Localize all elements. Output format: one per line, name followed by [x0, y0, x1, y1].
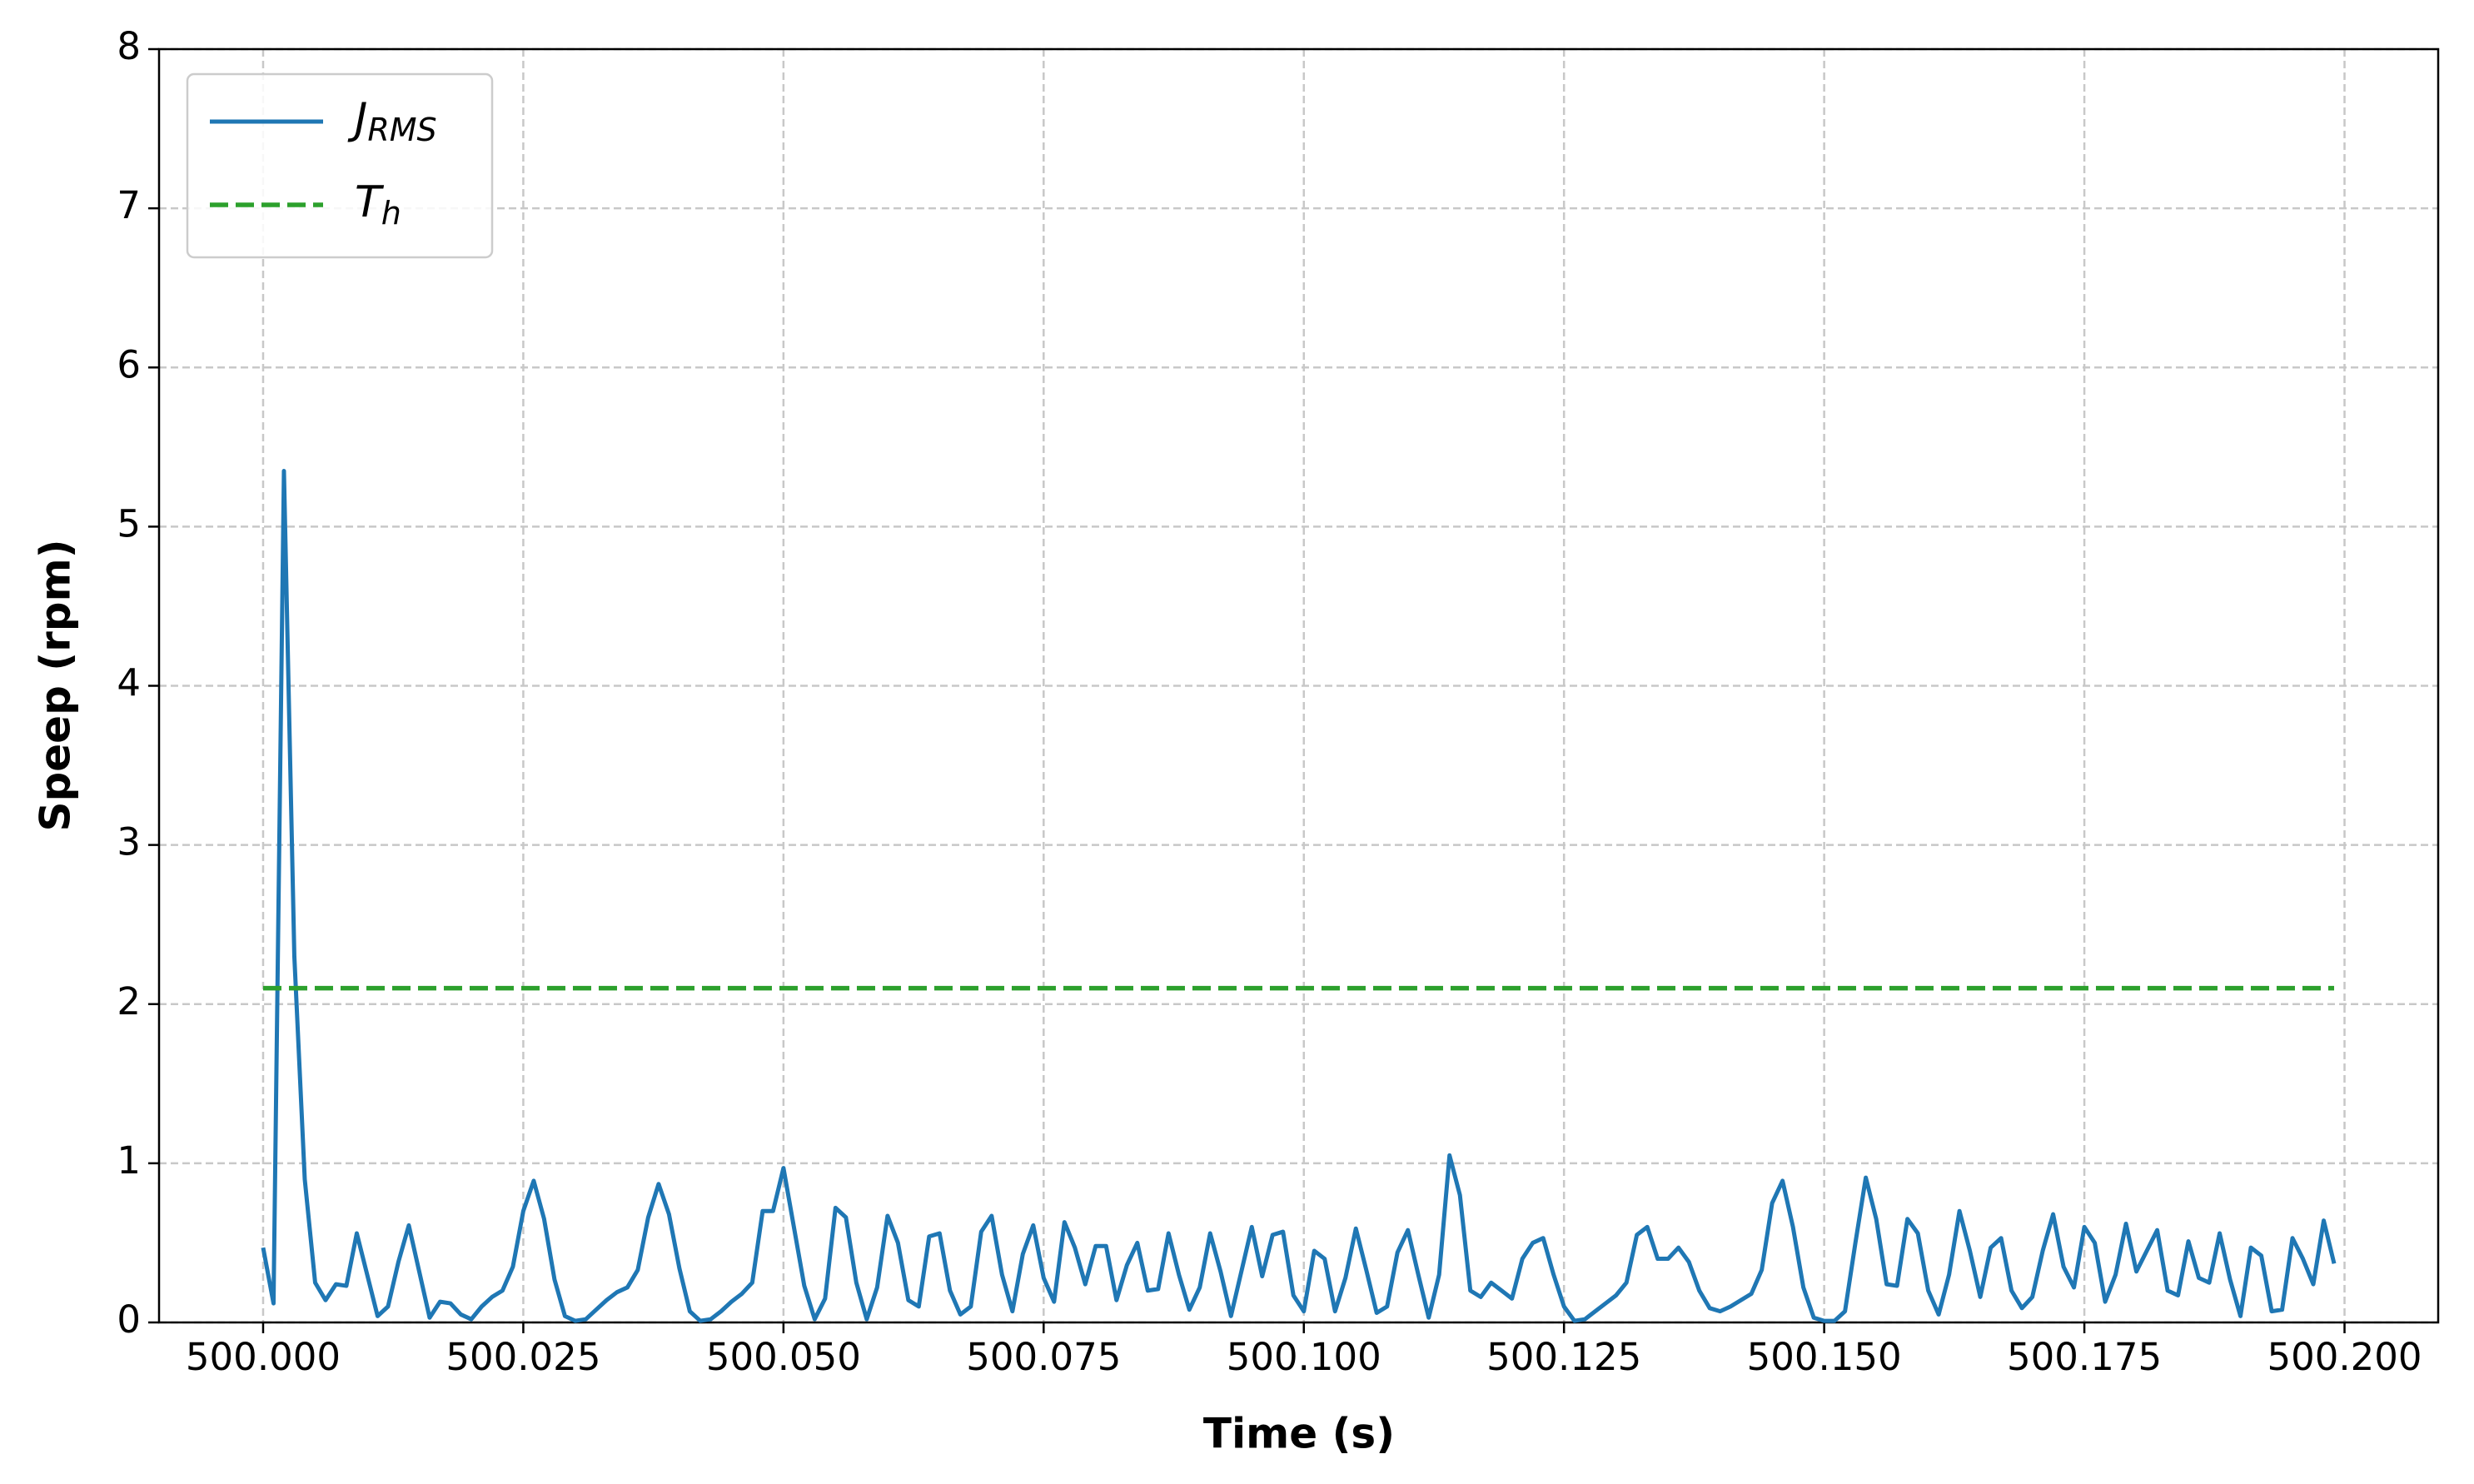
- y-tick-label: 7: [117, 183, 141, 227]
- y-tick-label: 3: [117, 820, 141, 864]
- x-tick-label: 500.025: [446, 1335, 600, 1379]
- y-tick-label: 2: [117, 979, 141, 1023]
- x-tick-label: 500.150: [1747, 1335, 1902, 1379]
- x-tick-label: 500.075: [966, 1335, 1121, 1379]
- x-tick-label: 500.100: [1227, 1335, 1381, 1379]
- plot-frame: [157, 47, 2440, 1324]
- x-tick-label: 500.175: [2007, 1335, 2162, 1379]
- legend-label: Th: [355, 177, 401, 232]
- legend-box: [186, 72, 494, 259]
- y-tick-label: 6: [117, 342, 141, 386]
- x-tick-label: 500.050: [706, 1335, 861, 1379]
- y-tick-label: 5: [117, 501, 141, 545]
- y-axis-label: Speep (rpm): [32, 539, 80, 831]
- x-tick-label: 500.000: [186, 1335, 341, 1379]
- y-tick-label: 0: [117, 1297, 141, 1342]
- series-line: [261, 468, 2337, 1323]
- y-tick-label: 4: [117, 661, 141, 705]
- y-tick-label: 1: [117, 1138, 141, 1183]
- x-tick-label: 500.125: [1486, 1335, 1641, 1379]
- x-tick-label: 500.200: [2267, 1335, 2422, 1379]
- y-tick-label: 8: [117, 24, 141, 68]
- x-axis-label: Time (s): [1203, 1410, 1395, 1458]
